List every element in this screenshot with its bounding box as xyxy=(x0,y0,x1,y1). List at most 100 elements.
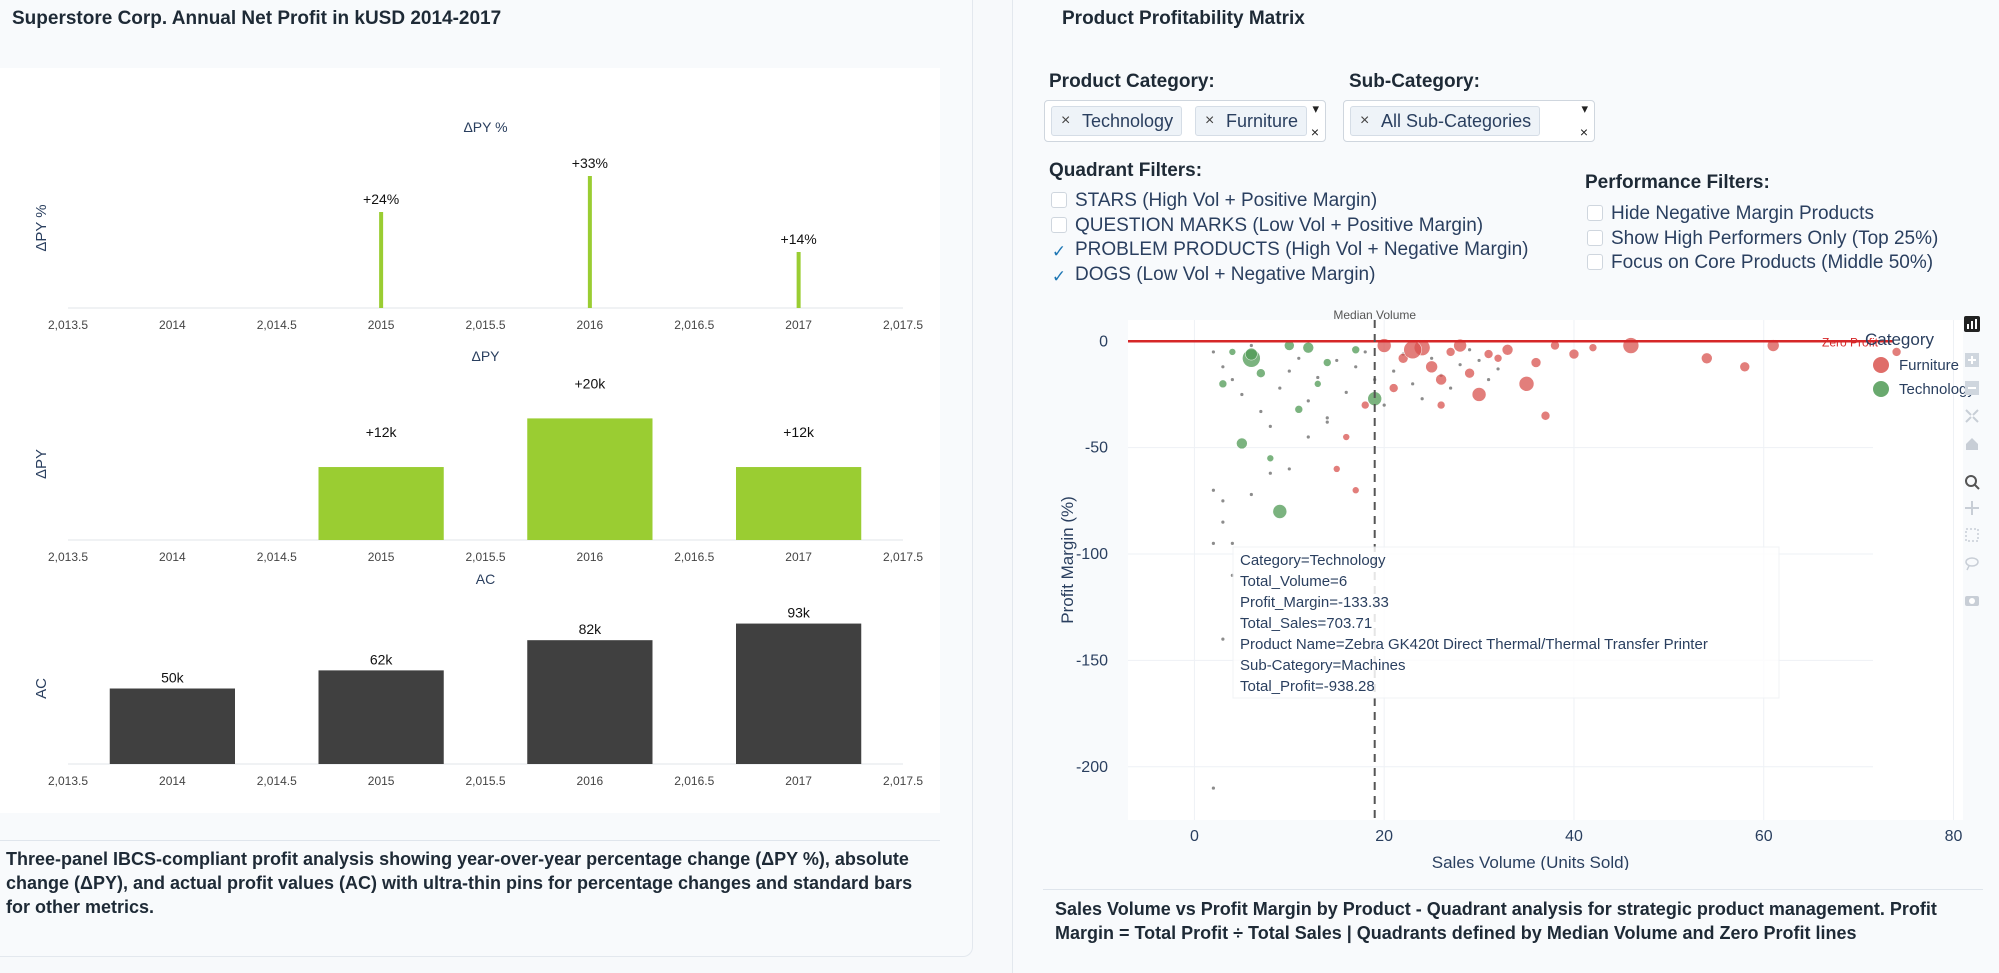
home-icon[interactable] xyxy=(1964,436,1980,452)
category-multiselect[interactable]: × Technology × Furniture ▾ × xyxy=(1044,100,1326,142)
checkbox-icon[interactable] xyxy=(1587,254,1603,270)
dpy-x-tick: 2016 xyxy=(577,550,604,564)
furniture-point xyxy=(1471,387,1487,402)
technology-point xyxy=(1302,341,1315,354)
ac-bar xyxy=(736,623,862,764)
performance-filter-option-label: Hide Negative Margin Products xyxy=(1611,203,1874,224)
hover-tooltip-line: Category=Technology xyxy=(1240,552,1386,569)
chip-remove-icon[interactable]: × xyxy=(1205,112,1215,129)
small-point xyxy=(1221,499,1225,503)
camera-icon[interactable] xyxy=(1964,592,1980,608)
performance-filter-option-label: Focus on Core Products (Middle 50%) xyxy=(1611,252,1934,273)
ac-data-label: 62k xyxy=(370,651,394,667)
small-point xyxy=(1259,409,1263,414)
ac-panel-title: AC xyxy=(476,571,495,587)
small-point xyxy=(1211,350,1215,354)
ac-data-label: 93k xyxy=(787,605,811,621)
technology-point xyxy=(1256,368,1266,378)
small-point xyxy=(1211,488,1215,492)
left-divider xyxy=(0,840,940,841)
zoom-icon[interactable] xyxy=(1964,474,1980,490)
ac-bar xyxy=(527,640,653,764)
plotly-logo-icon[interactable] xyxy=(1964,316,1980,332)
checkbox-icon[interactable] xyxy=(1051,216,1067,233)
dpy-x-tick: 2,013.5 xyxy=(48,550,88,564)
pan-icon[interactable] xyxy=(1964,500,1980,516)
small-point xyxy=(1344,390,1348,394)
furniture-point xyxy=(1436,400,1446,410)
legend-title: Category xyxy=(1865,330,1934,349)
dpy-bar xyxy=(527,418,653,540)
chip-remove-icon[interactable]: × xyxy=(1061,112,1071,129)
small-point xyxy=(1306,435,1310,439)
dpy-pct-pin xyxy=(587,176,592,308)
performance-filter-option-1[interactable]: Show High Performers Only (Top 25%) xyxy=(1587,227,1938,251)
quadrant-filter-option-0[interactable]: STARS (High Vol + Positive Margin) xyxy=(1051,189,1377,213)
small-point xyxy=(1382,403,1386,407)
box-select-icon[interactable] xyxy=(1964,527,1980,543)
ac-x-tick: 2,016.5 xyxy=(674,774,714,788)
category-chip-furniture[interactable]: × Furniture xyxy=(1195,106,1308,136)
x-tick-label: 40 xyxy=(1565,828,1583,845)
zoom-in-icon[interactable] xyxy=(1964,380,1980,396)
checkmark-icon[interactable]: ✓ xyxy=(1051,266,1067,286)
checkbox-icon[interactable] xyxy=(1587,229,1603,246)
ac-x-tick: 2016 xyxy=(577,774,604,788)
furniture-point xyxy=(1342,433,1351,441)
y-tick-label: 0 xyxy=(1099,333,1108,350)
clear-all-icon[interactable]: × xyxy=(1310,124,1319,140)
dpy-pct-x-tick: 2015 xyxy=(368,318,395,332)
small-point xyxy=(1287,369,1291,373)
legend-marker-furniture xyxy=(1873,357,1889,373)
quadrant-filter-option-1[interactable]: QUESTION MARKS (Low Vol + Positive Margi… xyxy=(1051,214,1483,238)
small-point xyxy=(1211,541,1215,546)
furniture-point xyxy=(1766,339,1780,352)
technology-point xyxy=(1322,358,1332,367)
checkmark-icon[interactable]: ✓ xyxy=(1051,242,1067,261)
small-point xyxy=(1325,416,1329,420)
download-plot-icon[interactable] xyxy=(1964,352,1980,368)
dpy-pct-x-tick: 2017 xyxy=(785,318,812,332)
furniture-point xyxy=(1891,347,1902,357)
lasso-select-icon[interactable] xyxy=(1964,555,1980,571)
legend-label-technology: Technology xyxy=(1899,381,1973,398)
performance-filter-option-2[interactable]: Focus on Core Products (Middle 50%) xyxy=(1587,251,1933,275)
quadrant-filter-option-2[interactable]: ✓ PROBLEM PRODUCTS (High Vol + Negative M… xyxy=(1051,238,1529,262)
small-point xyxy=(1363,350,1367,354)
y-axis-title: Profit Margin (%) xyxy=(1058,496,1077,624)
subcategory-multiselect[interactable]: × All Sub-Categories ▾ × xyxy=(1343,100,1595,142)
technology-point xyxy=(1245,347,1258,361)
dropdown-caret-icon[interactable]: ▾ xyxy=(1581,101,1588,116)
furniture-point xyxy=(1464,367,1475,379)
furniture-point xyxy=(1540,410,1551,421)
x-tick-label: 20 xyxy=(1375,828,1393,845)
checkbox-icon[interactable] xyxy=(1051,192,1067,208)
quadrant-filter-option-3[interactable]: ✓ DOGS (Low Vol + Negative Margin) xyxy=(1051,263,1376,287)
dpy-pct-data-label: +14% xyxy=(781,231,817,247)
small-point xyxy=(1287,467,1291,471)
checkbox-icon[interactable] xyxy=(1587,205,1603,221)
small-point xyxy=(1354,365,1358,369)
chip-remove-icon[interactable]: × xyxy=(1360,112,1370,129)
dropdown-caret-icon[interactable]: ▾ xyxy=(1312,101,1319,116)
right-caption: Sales Volume vs Profit Margin by Product… xyxy=(1055,899,1937,943)
furniture-point xyxy=(1388,383,1399,393)
furniture-point xyxy=(1501,343,1514,356)
performance-filter-option-label: Show High Performers Only (Top 25%) xyxy=(1611,227,1939,249)
technology-point xyxy=(1236,437,1248,450)
subcategory-chip-all[interactable]: × All Sub-Categories xyxy=(1350,106,1541,136)
right-divider xyxy=(1043,889,1983,890)
performance-filter-option-0[interactable]: Hide Negative Margin Products xyxy=(1587,202,1874,226)
x-tick-label: 0 xyxy=(1190,828,1199,845)
clear-all-icon[interactable]: × xyxy=(1579,124,1588,140)
scatter-chart[interactable]: 0 -50 -100 -150 -200 0 20 40 60 80 Sales Volume (U… xyxy=(1033,310,1973,870)
ac-y-axis-label: AC xyxy=(33,678,50,699)
performance-filters-label: Performance Filters: xyxy=(1585,172,1770,193)
category-chip-technology[interactable]: × Technology xyxy=(1051,106,1183,136)
quadrant-filter-option-label: DOGS (Low Vol + Negative Margin) xyxy=(1075,263,1376,285)
small-point xyxy=(1306,399,1310,403)
dpy-pct-x-tick: 2014 xyxy=(159,318,186,332)
small-point xyxy=(1411,382,1415,386)
autoscale-icon[interactable] xyxy=(1964,408,1980,424)
small-point xyxy=(1449,386,1453,390)
